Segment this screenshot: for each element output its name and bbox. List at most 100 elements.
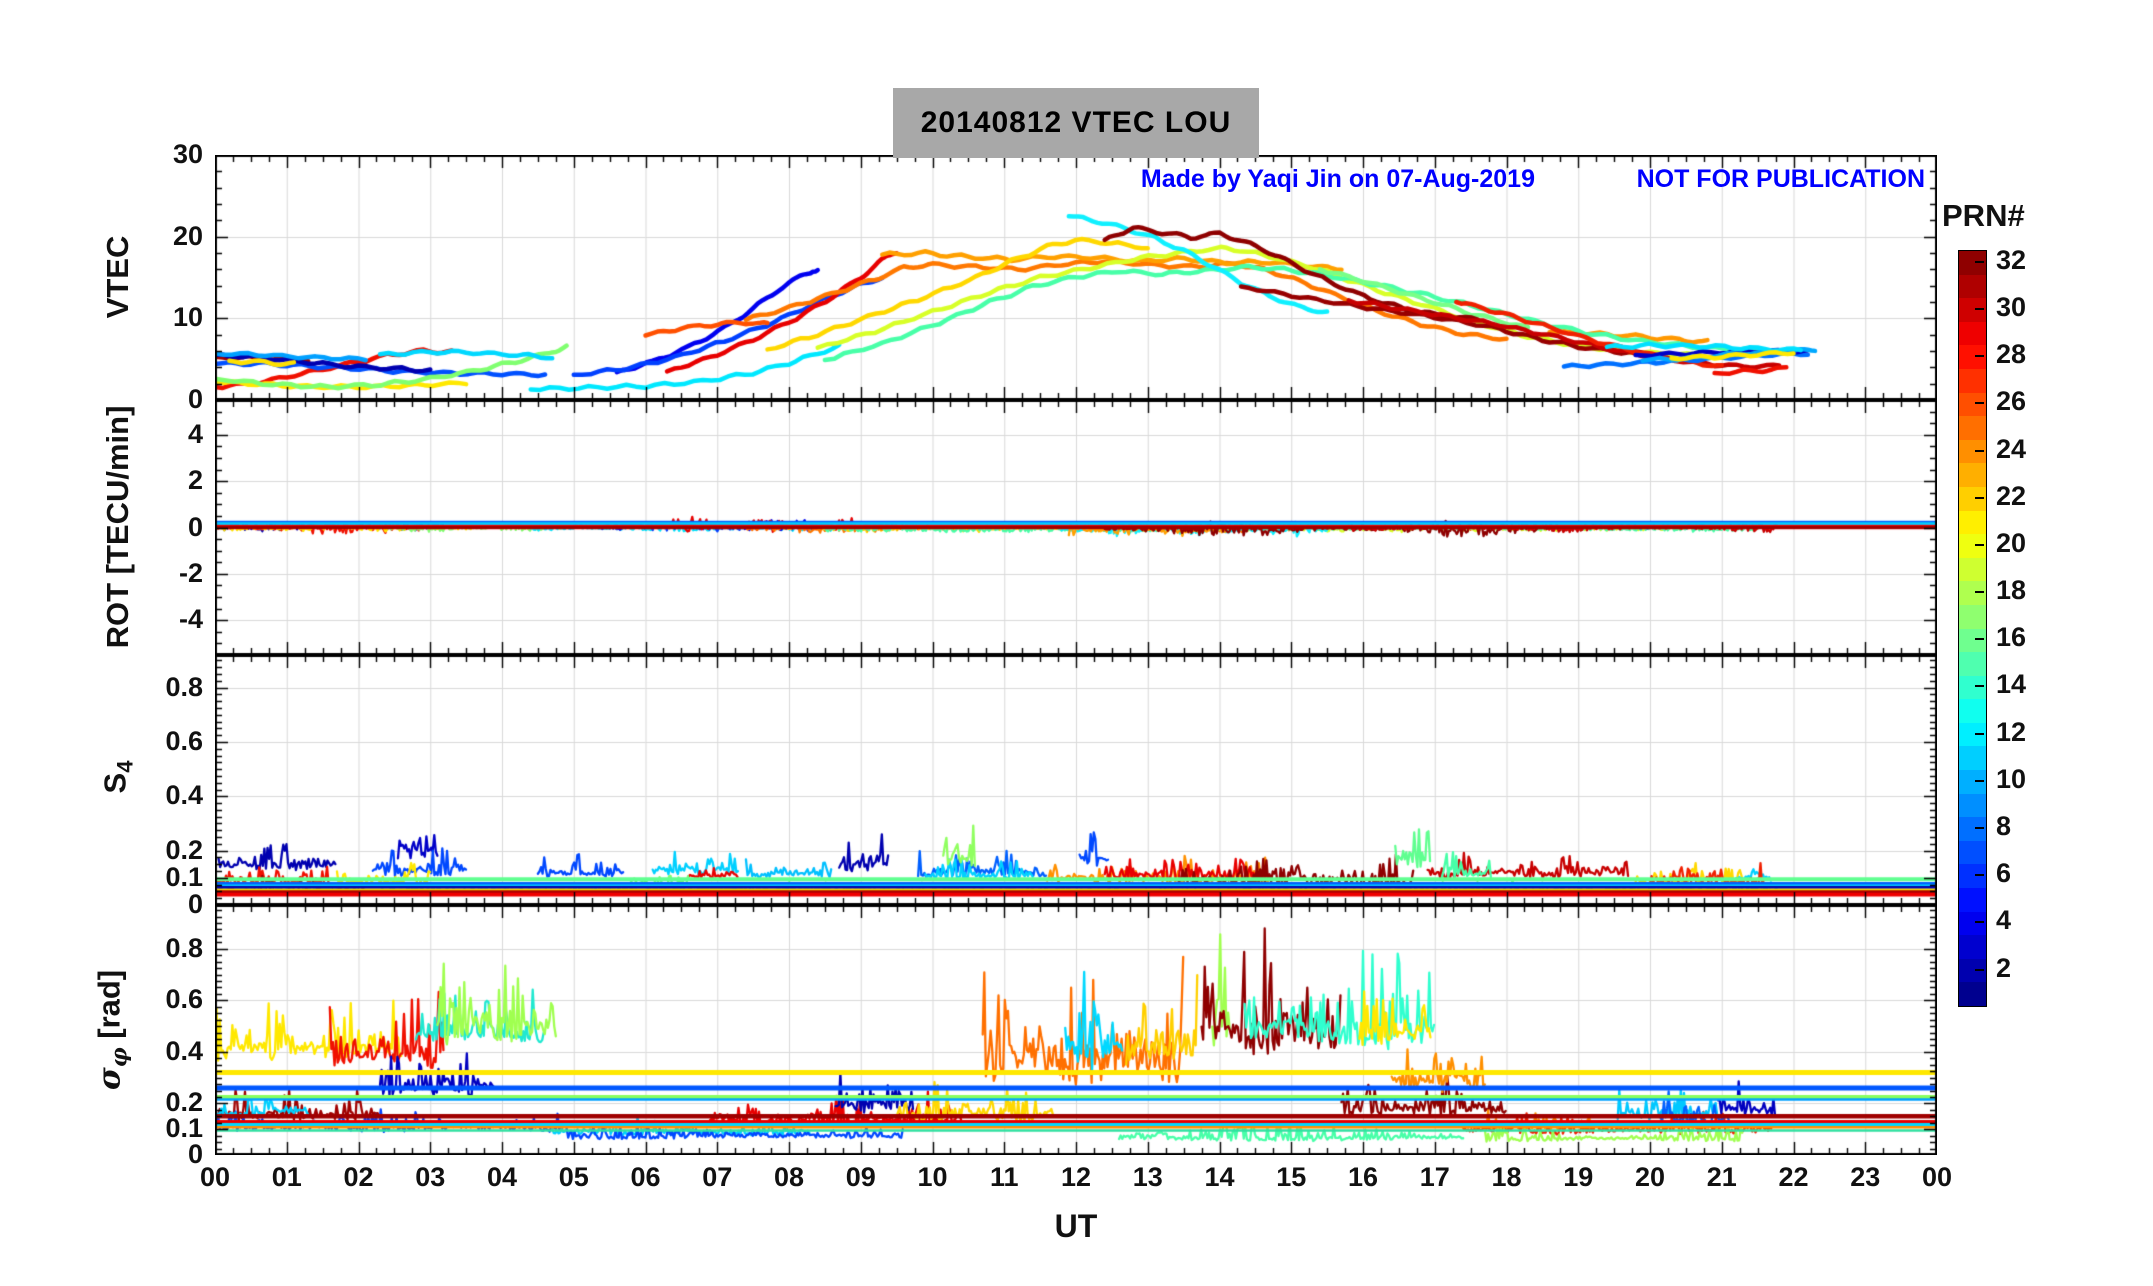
colorbar-cell-prn-3 [1959,935,1986,959]
colorbar-tick-label: 6 [1996,858,2012,889]
x-tick-label: 02 [343,1162,374,1192]
x-tick-label: 10 [917,1162,948,1192]
colorbar-tick [1975,921,1984,924]
y-tick-label: 0.6 [165,984,203,1015]
colorbar-tick-label: 16 [1996,622,2027,653]
colorbar-cell-prn-1 [1959,982,1986,1006]
colorbar-cell-prn-9 [1959,793,1986,818]
colorbar-cell-prn-2 [1959,958,1986,983]
colorbar-tick [1975,449,1984,452]
colorbar-cell-prn-27 [1959,368,1986,393]
colorbar-tick-label: 32 [1996,244,2027,275]
colorbar-tick-label: 8 [1996,811,2012,842]
colorbar-cell-prn-20 [1959,534,1986,558]
colorbar-tick [1975,402,1984,405]
x-tick-label: 22 [1778,1162,1809,1192]
y-tick-label: 0 [187,889,203,919]
colorbar-tick-label: 18 [1996,575,2027,606]
colorbar-title: PRN# [1942,198,2025,233]
y-tick-label: 10 [172,302,203,333]
colorbar-cell-prn-32 [1959,251,1986,275]
colorbar-tick-label: 14 [1996,669,2027,700]
colorbar-tick [1975,496,1984,499]
x-tick-label: 16 [1347,1162,1379,1192]
colorbar-tick [1975,260,1984,263]
colorbar-tick [1975,732,1984,735]
x-tick-label: 00 [199,1162,231,1192]
colorbar-tick [1975,827,1984,830]
colorbar-tick [1975,874,1984,877]
colorbar-tick-label: 12 [1996,716,2027,747]
colorbar-cell-prn-5 [1959,888,1986,912]
y-tick-label: 30 [172,139,203,169]
colorbar-cell-prn-12 [1959,722,1986,747]
x-tick-label: 21 [1706,1162,1737,1192]
y-tick-label: 0.2 [165,1087,203,1118]
x-tick-label: 06 [630,1162,661,1192]
colorbar-cell-prn-26 [1959,392,1986,417]
y-tick-label: 0.6 [165,725,203,756]
x-tick-label: 13 [1132,1162,1163,1192]
x-tick-label: 11 [989,1162,1019,1192]
colorbar-cell-prn-30 [1959,298,1986,322]
y-tick-label: 20 [172,220,203,251]
x-tick-label: 03 [415,1162,446,1192]
x-tick-label: 07 [702,1162,733,1192]
x-tick-label: 05 [558,1162,589,1192]
colorbar-cell-prn-17 [1959,604,1986,629]
colorbar-cell-prn-4 [1959,911,1986,936]
colorbar [1958,250,1987,1007]
y-tick-label: 0.1 [165,1113,203,1144]
colorbar-cell-prn-7 [1959,840,1986,865]
colorbar-tick-label: 2 [1996,952,2012,983]
x-tick-label: 09 [845,1162,876,1192]
x-tick-label: 18 [1491,1162,1522,1192]
colorbar-cell-prn-21 [1959,510,1986,535]
x-tick-label: 12 [1060,1162,1092,1192]
x-tick-label: 14 [1204,1162,1235,1192]
colorbar-tick-label: 20 [1996,527,2027,558]
y-tick-label: 2 [187,465,203,496]
x-tick-label: 00 [1921,1162,1953,1192]
y-tick-label: -4 [178,604,203,635]
x-tick-label: 19 [1563,1162,1594,1192]
y-tick-label: 0 [187,1139,203,1169]
ylabel-subscript: 4 [112,760,138,773]
x-tick-label: 20 [1634,1162,1666,1192]
x-tick-label: 17 [1419,1162,1450,1192]
y-tick-label: 0 [187,511,203,542]
colorbar-tick-label: 30 [1996,291,2027,322]
not-for-publication-annotation: NOT FOR PUBLICATION [1636,165,1925,193]
y-tick-label: 0.4 [165,780,203,811]
colorbar-tick [1975,591,1984,594]
colorbar-tick [1975,685,1984,688]
colorbar-tick [1975,355,1984,358]
y-tick-label: 4 [187,418,203,449]
colorbar-tick [1975,968,1984,971]
y-tick-label: 0.8 [165,671,203,702]
colorbar-cell-prn-25 [1959,416,1986,440]
colorbar-cell-prn-13 [1959,699,1986,723]
colorbar-cell-prn-16 [1959,628,1986,653]
x-tick-label: 01 [271,1162,302,1192]
credit-annotation: Made by Yaqi Jin on 07-Aug-2019 [1140,165,1535,193]
colorbar-tick-label: 26 [1996,386,2027,417]
x-tick-label: 23 [1850,1162,1881,1192]
y-tick-label: -2 [178,557,203,588]
x-tick-label: 04 [486,1162,518,1192]
rot-panel-canvas [215,400,1937,655]
colorbar-cell-prn-10 [1959,770,1986,794]
colorbar-cell-prn-8 [1959,817,1986,841]
colorbar-cell-prn-24 [1959,439,1986,464]
colorbar-tick-label: 22 [1996,480,2027,511]
colorbar-tick [1975,543,1984,546]
colorbar-cell-prn-18 [1959,581,1986,605]
colorbar-tick-label: 4 [1996,905,2012,936]
y-tick-label: 0 [187,384,203,414]
plot-title: 20140812 VTEC LOU [893,88,1259,158]
colorbar-cell-prn-6 [1959,864,1986,889]
colorbar-tick-label: 24 [1996,433,2027,464]
colorbar-cell-prn-14 [1959,675,1986,700]
colorbar-cell-prn-23 [1959,463,1986,487]
